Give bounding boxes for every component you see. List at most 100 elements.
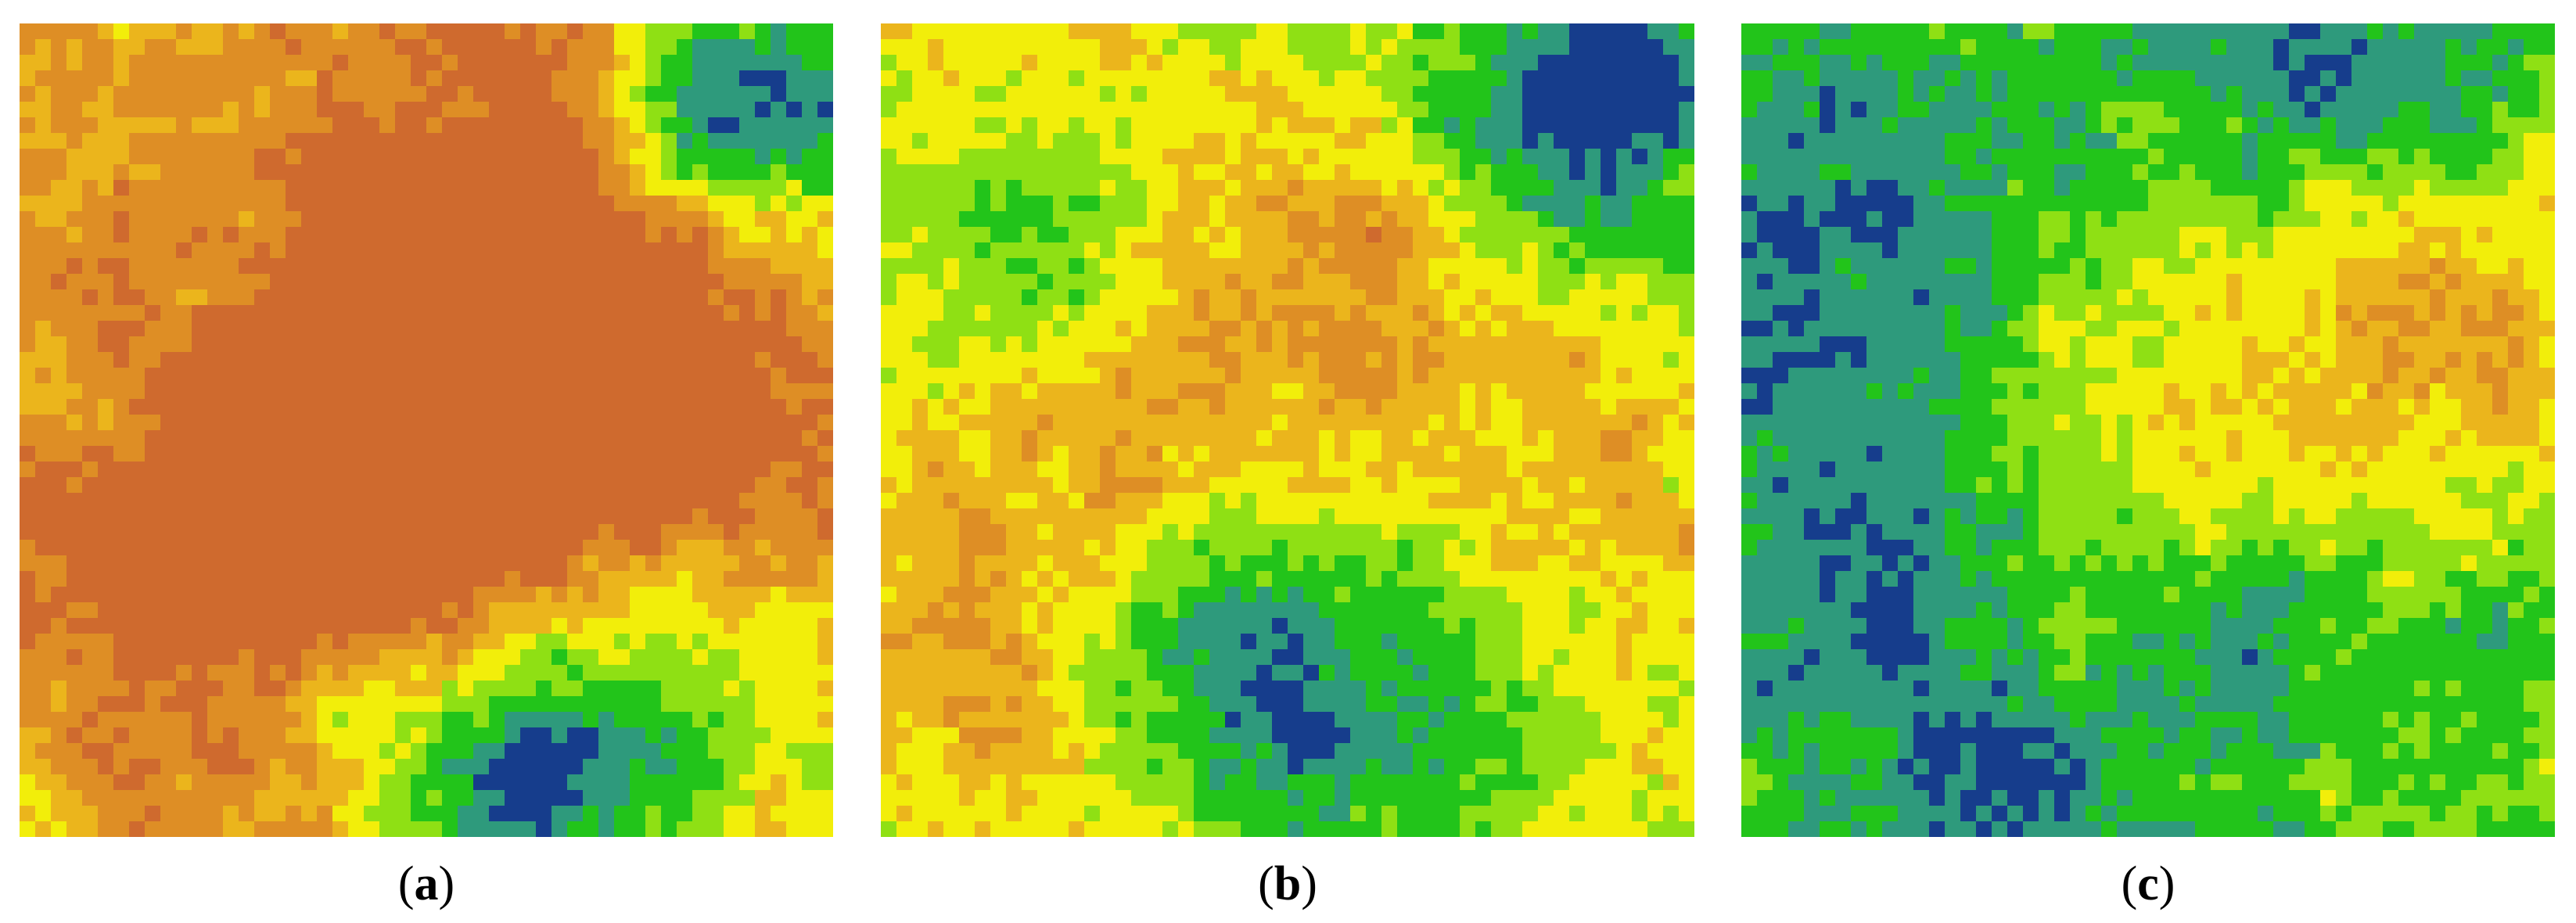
heatmap-cell — [286, 102, 302, 118]
heatmap-cell — [35, 86, 52, 102]
heatmap-cell — [207, 383, 224, 400]
heatmap-cell — [379, 462, 396, 478]
heatmap-cell — [975, 571, 991, 587]
heatmap-cell — [724, 321, 740, 337]
heatmap-cell — [82, 806, 99, 822]
heatmap-cell — [489, 164, 505, 181]
heatmap-cell — [1475, 149, 1492, 165]
heatmap-cell — [192, 665, 208, 681]
heatmap-cell — [1366, 477, 1382, 494]
heatmap-cell — [1585, 336, 1601, 353]
heatmap-cell — [975, 696, 991, 713]
heatmap-cell — [113, 430, 130, 447]
heatmap-cell — [567, 540, 584, 556]
heatmap-cell — [1554, 446, 1570, 462]
heatmap-cell — [1209, 274, 1226, 290]
heatmap-cell — [113, 743, 130, 760]
heatmap-cell — [645, 164, 662, 181]
heatmap-cell — [1209, 524, 1226, 541]
heatmap-cell — [411, 39, 427, 56]
heatmap-cell — [708, 618, 724, 634]
heatmap-cell — [82, 55, 99, 71]
heatmap-cell — [505, 23, 521, 40]
heatmap-cell — [614, 587, 631, 603]
heatmap-cell — [692, 602, 709, 619]
heatmap-cell — [1585, 117, 1601, 134]
heatmap-cell — [881, 430, 897, 447]
heatmap-cell — [379, 774, 396, 791]
heatmap-cell — [708, 274, 724, 290]
heatmap-cell — [802, 336, 818, 353]
heatmap-cell — [317, 258, 333, 275]
heatmap-cell — [332, 133, 349, 149]
heatmap-cell — [192, 415, 208, 431]
heatmap-cell — [724, 493, 740, 509]
heatmap-cell — [1256, 634, 1273, 650]
heatmap-cell — [802, 665, 818, 681]
heatmap-cell — [254, 117, 271, 134]
heatmap-cell — [1350, 571, 1367, 587]
heatmap-cell — [928, 117, 944, 134]
heatmap-cell — [145, 681, 161, 697]
heatmap-cell — [332, 196, 349, 212]
heatmap-cell — [943, 149, 960, 165]
heatmap-cell — [1084, 571, 1101, 587]
heatmap-cell — [223, 681, 239, 697]
heatmap-cell — [1538, 587, 1554, 603]
heatmap-cell — [35, 383, 52, 400]
heatmap-cell — [1413, 117, 1429, 134]
heatmap-cell — [254, 196, 271, 212]
heatmap-cell — [755, 133, 771, 149]
heatmap-cell — [1335, 602, 1351, 619]
heatmap-cell — [98, 665, 114, 681]
heatmap-cell — [66, 289, 83, 306]
heatmap-cell — [990, 352, 1007, 368]
heatmap-cell — [332, 336, 349, 353]
heatmap-cell — [317, 117, 333, 134]
heatmap-cell — [348, 258, 365, 275]
heatmap-cell — [1288, 587, 1304, 603]
heatmap-cell — [239, 149, 255, 165]
heatmap-cell — [1022, 493, 1038, 509]
heatmap-cell — [207, 821, 224, 837]
heatmap-cell — [129, 634, 146, 650]
heatmap-cell — [239, 336, 255, 353]
heatmap-cell — [1022, 133, 1038, 149]
heatmap-cell — [1131, 196, 1148, 212]
heatmap-cell — [301, 274, 318, 290]
heatmap-cell — [1272, 211, 1288, 228]
heatmap-cell — [1491, 70, 1507, 87]
heatmap-cell — [98, 70, 114, 87]
heatmap-cell — [677, 274, 693, 290]
heatmap-cell — [583, 493, 599, 509]
heatmap-cell — [98, 242, 114, 259]
heatmap-cell — [1069, 634, 1085, 650]
heatmap-cell — [1350, 196, 1367, 212]
heatmap-cell — [1037, 696, 1054, 713]
heatmap-cell — [614, 696, 631, 713]
heatmap-cell — [1178, 102, 1195, 118]
heatmap-cell — [817, 821, 833, 837]
heatmap-cell — [1241, 23, 1257, 40]
heatmap-cell — [1413, 696, 1429, 713]
heatmap-cell — [176, 227, 192, 243]
heatmap-cell — [1413, 180, 1429, 196]
heatmap-cell — [677, 790, 693, 806]
heatmap-cell — [912, 55, 929, 71]
heatmap-cell — [239, 759, 255, 775]
heatmap-cell — [51, 258, 67, 275]
heatmap-cell — [395, 274, 411, 290]
heatmap-cell — [1178, 55, 1195, 71]
heatmap-cell — [583, 821, 599, 837]
heatmap-cell — [802, 759, 818, 775]
heatmap-cell — [755, 727, 771, 744]
heatmap-cell — [1366, 211, 1382, 228]
heatmap-cell — [317, 587, 333, 603]
heatmap-cell — [254, 821, 271, 837]
heatmap-cell — [755, 39, 771, 56]
heatmap-cell — [1522, 415, 1539, 431]
heatmap-cell — [630, 180, 646, 196]
heatmap-cell — [896, 336, 913, 353]
heatmap-cell — [207, 86, 224, 102]
heatmap-cell — [1444, 368, 1460, 384]
